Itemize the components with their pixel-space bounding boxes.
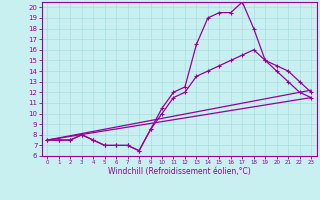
X-axis label: Windchill (Refroidissement éolien,°C): Windchill (Refroidissement éolien,°C) <box>108 167 251 176</box>
